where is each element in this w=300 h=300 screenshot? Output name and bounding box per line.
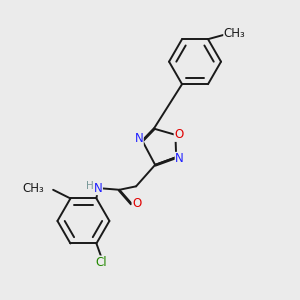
Text: CH₃: CH₃ [23,182,44,195]
Text: O: O [132,197,141,210]
Text: N: N [175,152,184,165]
Text: N: N [134,132,143,146]
Text: H: H [86,181,94,191]
Text: Cl: Cl [96,256,107,269]
Text: CH₃: CH₃ [224,28,246,40]
Text: O: O [174,128,184,141]
Text: N: N [94,182,102,195]
